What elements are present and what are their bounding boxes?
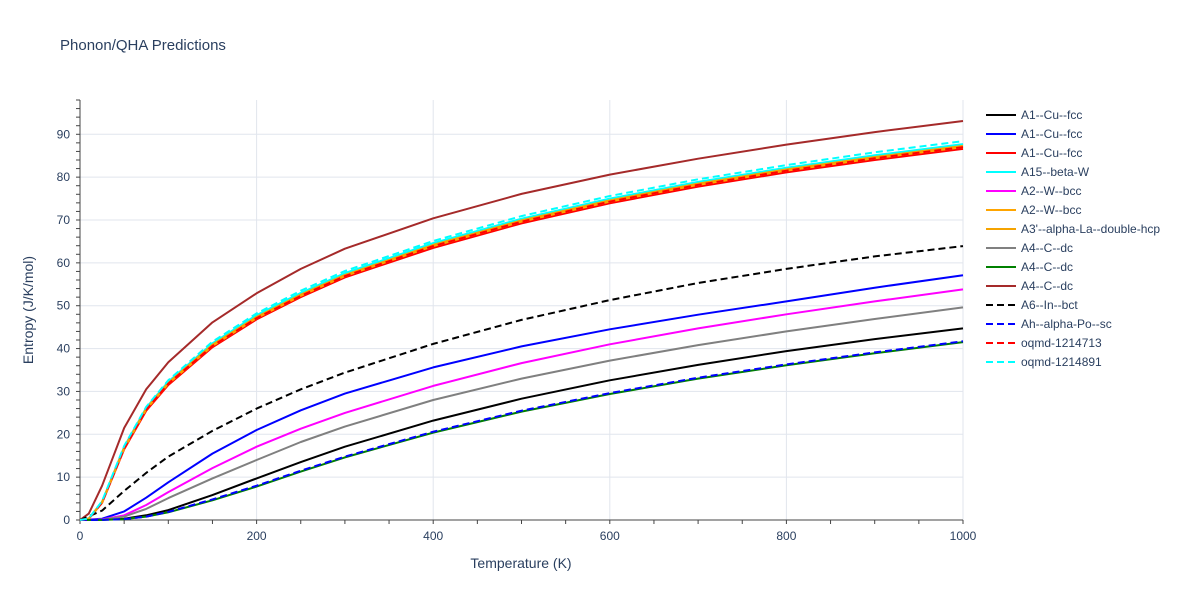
grid [80,100,964,520]
series-line-0 [79,327,964,521]
legend-item[interactable]: A4--C--dc [986,260,1073,274]
legend[interactable]: A1--Cu--fcc A1--Cu--fcc A1--Cu--fcc A15--be… [986,108,1160,369]
chart-title: Phonon/QHA Predictions [60,37,226,54]
y-tick-label: 10 [57,470,71,484]
series-line-3 [79,143,964,521]
legend-label: A3'--alpha-La--double-hcp [1021,222,1160,236]
legend-item[interactable]: A1--Cu--fcc [986,108,1082,122]
series-line-13 [79,140,964,521]
legend-item[interactable]: A1--Cu--fcc [986,146,1082,160]
x-tick-label: 200 [247,529,267,543]
plot-area [79,120,964,521]
series-line-6 [79,144,964,521]
legend-label: A4--C--dc [1021,241,1073,255]
y-tick-label: 20 [57,427,71,441]
legend-item[interactable]: A2--W--bcc [986,203,1081,217]
legend-label: A4--C--dc [1021,279,1073,293]
legend-item[interactable]: A6--In--bct [986,298,1078,312]
legend-item[interactable]: A15--beta-W [986,165,1090,179]
series-line-11 [79,340,964,521]
legend-label: A1--Cu--fcc [1021,146,1082,160]
y-tick-label: 50 [57,299,71,313]
legend-label: A1--Cu--fcc [1021,127,1082,141]
legend-label: oqmd-1214891 [1021,355,1102,369]
y-tick-label: 80 [57,170,71,184]
series-line-9 [79,120,964,521]
y-tick-label: 70 [57,213,71,227]
y-tick-label: 30 [57,384,71,398]
series-line-1 [79,274,964,521]
legend-item[interactable]: oqmd-1214713 [986,336,1102,350]
axes [76,99,964,524]
legend-item[interactable]: A2--W--bcc [986,184,1081,198]
x-tick-label: 1000 [950,529,977,543]
series-line-4 [79,288,964,521]
series-line-7 [79,306,964,521]
legend-item[interactable]: A3'--alpha-La--double-hcp [986,222,1160,236]
legend-label: A15--beta-W [1021,165,1090,179]
legend-item[interactable]: A4--C--dc [986,241,1073,255]
x-axis-ticks: 0 200 400 600 800 1000 [77,529,977,543]
legend-item[interactable]: A4--C--dc [986,279,1073,293]
x-tick-label: 600 [600,529,620,543]
legend-label: oqmd-1214713 [1021,336,1102,350]
legend-item[interactable]: Ah--alpha-Po--sc [986,317,1112,331]
y-tick-label: 90 [57,127,71,141]
legend-item[interactable]: oqmd-1214891 [986,355,1102,369]
x-tick-label: 800 [776,529,796,543]
series-line-10 [79,245,964,521]
x-axis-title: Temperature (K) [470,555,571,571]
y-tick-label: 0 [63,513,70,527]
legend-label: A2--W--bcc [1021,184,1081,198]
y-axis-title: Entropy (J/K/mol) [20,256,36,364]
legend-label: A1--Cu--fcc [1021,108,1082,122]
legend-label: A6--In--bct [1021,298,1078,312]
y-tick-label: 60 [57,256,71,270]
y-axis-ticks: 0 10 20 30 40 50 60 70 80 90 [57,127,71,527]
legend-label: A4--C--dc [1021,260,1073,274]
x-tick-label: 0 [77,529,84,543]
legend-label: A2--W--bcc [1021,203,1081,217]
series-line-2 [79,147,964,521]
y-tick-label: 40 [57,342,71,356]
x-tick-label: 400 [423,529,443,543]
legend-item[interactable]: A1--Cu--fcc [986,127,1082,141]
series-line-5 [79,146,964,521]
legend-label: Ah--alpha-Po--sc [1021,317,1112,331]
series-line-12 [79,146,964,521]
